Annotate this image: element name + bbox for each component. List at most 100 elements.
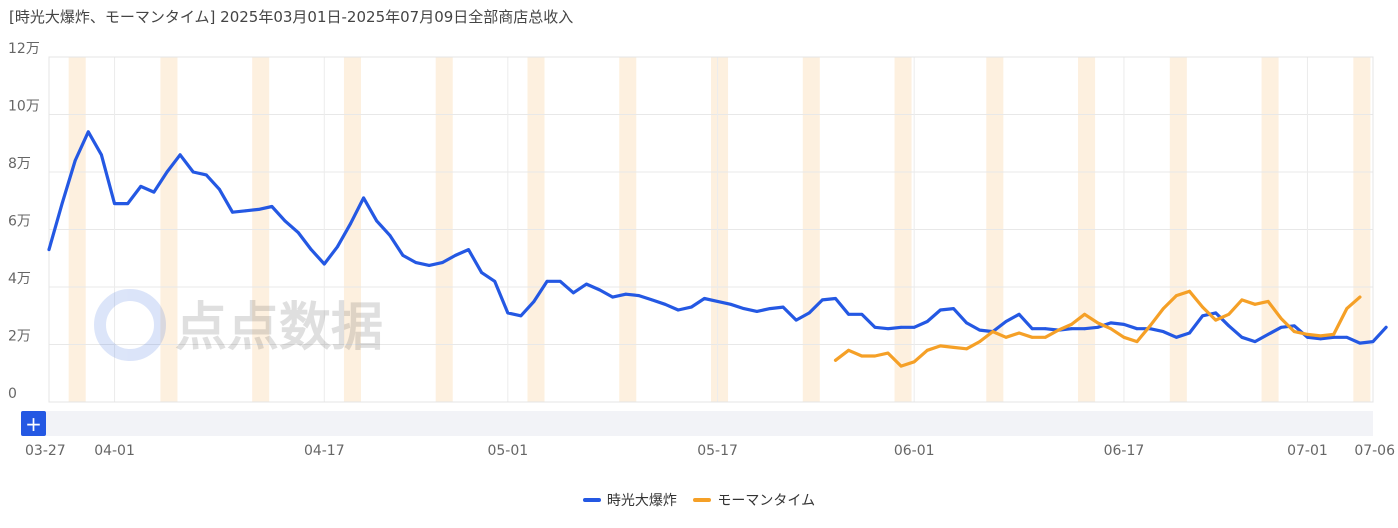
x-tick-label: 05-01 [487, 443, 528, 459]
data-point-series-1 [401, 254, 405, 257]
data-point-series-2 [899, 364, 903, 368]
data-point-series-1 [86, 130, 90, 134]
data-point-series-1 [755, 310, 759, 313]
x-tick-label: 06-17 [1104, 443, 1145, 459]
data-point-series-1 [768, 307, 772, 310]
data-point-series-1 [1135, 327, 1139, 331]
data-point-series-1 [1030, 327, 1034, 331]
data-point-series-1 [191, 170, 195, 174]
data-point-series-1 [1070, 327, 1073, 331]
data-point-series-2 [1188, 289, 1191, 293]
data-point-series-1 [1292, 324, 1296, 328]
data-point-series-1 [152, 190, 156, 194]
data-point-series-1 [1043, 327, 1047, 331]
data-point-series-1 [1214, 311, 1218, 315]
legend-item-series-2[interactable]: モーマンタイム [693, 490, 815, 510]
data-point-series-1 [493, 279, 497, 283]
data-point-series-2 [1096, 321, 1100, 325]
data-point-series-1 [1253, 340, 1257, 343]
data-point-series-1 [362, 196, 365, 200]
x-tick-label: 03-27 [25, 443, 66, 459]
data-point-series-1 [244, 209, 248, 213]
y-tick-label: 12万 [8, 41, 40, 57]
data-point-series-1 [611, 295, 615, 299]
data-point-series-2 [873, 354, 877, 358]
data-point-series-2 [1292, 330, 1296, 333]
data-point-series-2 [1279, 317, 1283, 320]
data-point-series-1 [624, 292, 628, 296]
data-point-series-1 [1266, 333, 1270, 336]
data-point-series-1 [322, 262, 326, 266]
data-point-series-1 [899, 325, 903, 329]
data-point-series-1 [440, 261, 444, 264]
data-point-series-2 [886, 351, 890, 355]
data-point-series-1 [1122, 323, 1126, 326]
data-point-series-2 [1240, 298, 1244, 302]
x-tick-label: 04-17 [304, 443, 345, 459]
data-point-series-2 [965, 347, 968, 351]
zoom-slider-track [21, 411, 1373, 436]
data-point-series-1 [1109, 321, 1113, 325]
data-point-series-1 [729, 302, 733, 306]
data-point-series-1 [257, 208, 261, 211]
data-point-series-1 [925, 320, 929, 323]
data-point-series-2 [1017, 331, 1021, 335]
data-point-series-1 [204, 173, 208, 177]
data-point-series-1 [1384, 325, 1388, 329]
data-point-series-1 [703, 297, 706, 300]
watermark-text: 点点数据 [175, 298, 383, 358]
legend-swatch-series-1 [582, 498, 601, 502]
watermark: 点点数据 [94, 289, 383, 361]
data-point-series-1 [1004, 320, 1008, 323]
data-point-series-1 [113, 202, 116, 206]
data-point-series-2 [1083, 312, 1086, 316]
data-point-series-1 [939, 308, 942, 312]
plus-icon: + [25, 411, 42, 436]
data-point-series-1 [873, 325, 877, 329]
data-point-series-1 [886, 327, 890, 331]
data-point-series-2 [1030, 335, 1034, 339]
data-point-series-1 [467, 248, 470, 252]
data-point-series-1 [1345, 335, 1349, 339]
data-point-series-2 [1345, 307, 1349, 310]
data-point-series-1 [414, 261, 418, 264]
x-tick-label: 07-06 [1354, 443, 1395, 459]
watermark-logo-icon [94, 289, 166, 361]
data-point-series-1 [663, 302, 667, 306]
data-point-series-1 [847, 312, 850, 316]
data-point-series-2 [1319, 334, 1322, 338]
x-tick-label: 07-01 [1287, 443, 1328, 459]
data-point-series-2 [925, 348, 929, 352]
data-point-series-1 [834, 297, 837, 300]
data-point-series-2 [834, 358, 837, 362]
legend-item-series-1[interactable]: 時光大爆炸 [582, 490, 677, 510]
data-point-series-1 [47, 248, 51, 252]
data-point-series-2 [860, 354, 864, 358]
zoom-in-button[interactable]: + [21, 411, 46, 436]
data-point-series-1 [1188, 331, 1191, 335]
y-tick-label: 6万 [8, 214, 31, 230]
legend-swatch-series-2 [693, 498, 712, 502]
y-tick-label: 4万 [8, 271, 31, 287]
data-point-series-1 [1201, 314, 1204, 318]
data-point-series-2 [1057, 328, 1060, 332]
data-point-series-1 [532, 300, 536, 303]
legend-label-series-1: 時光大爆炸 [606, 493, 677, 509]
data-point-series-1 [218, 187, 221, 191]
data-point-series-2 [1070, 323, 1073, 326]
data-point-series-2 [978, 340, 982, 343]
y-tick-label: 8万 [8, 156, 31, 172]
data-point-series-1 [1161, 330, 1165, 333]
data-point-series-1 [231, 210, 234, 214]
data-point-series-2 [991, 330, 995, 333]
legend: 時光大爆炸 モーマンタイム [0, 490, 1398, 510]
data-point-series-1 [178, 153, 182, 157]
data-point-series-2 [1004, 335, 1008, 339]
data-point-series-1 [676, 308, 680, 312]
data-point-series-2 [1306, 333, 1309, 336]
data-point-series-2 [1266, 300, 1270, 303]
data-point-series-2 [1201, 305, 1204, 309]
data-point-series-2 [952, 346, 955, 349]
data-point-series-2 [1253, 302, 1257, 306]
